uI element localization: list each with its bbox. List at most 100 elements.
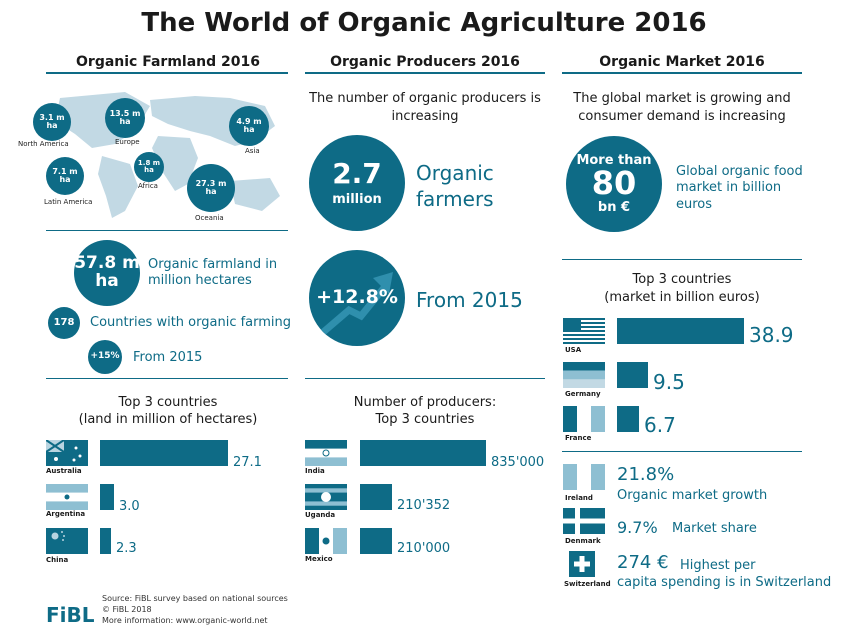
market-share-desc: Market share <box>672 521 757 536</box>
total-farmland-value: 57.8 m <box>74 253 140 274</box>
flag-denmark-icon <box>563 508 605 534</box>
country-label: Uganda <box>305 511 336 519</box>
capita-desc-2: capita spending is in Switzerland <box>617 575 832 590</box>
market-header-rule <box>562 72 802 74</box>
total-farmland-desc: Organic farmland in million hectares <box>148 257 278 289</box>
producers-desc: Organic farmers <box>416 161 494 211</box>
producers-growth-circle: +12.8% <box>309 250 405 346</box>
producers-growth-desc: From 2015 <box>416 288 523 312</box>
bar-value-label: 38.9 <box>749 323 794 347</box>
bar-germany <box>617 362 648 388</box>
land-chart-title-1: Top 3 countries <box>118 395 218 410</box>
producers-value: 2.7 <box>332 157 382 191</box>
market-desc: Global organic food market in billion eu… <box>676 164 803 212</box>
bar-india <box>360 440 486 466</box>
bar-value-label: 27.1 <box>233 455 262 470</box>
map-label-oceania: Oceania <box>195 214 224 222</box>
country-label: Argentina <box>46 510 86 518</box>
trend-up-arrow-icon <box>318 272 393 337</box>
farmland-header-rule <box>46 72 288 74</box>
bar-france <box>617 406 639 432</box>
bar-usa <box>617 318 744 344</box>
country-label: Switzerland <box>564 580 611 588</box>
map-value: 7.1 m <box>52 166 78 176</box>
farmland-growth-circle: +15% <box>88 340 122 374</box>
map-unit: ha <box>144 166 154 174</box>
country-label: Ireland <box>565 494 593 502</box>
producers-header: Organic Producers 2016 <box>330 54 520 70</box>
map-africa-circle: 1.8 m ha <box>134 152 164 182</box>
countries-desc: Countries with organic farming <box>90 315 292 330</box>
divider <box>562 259 802 260</box>
bar-china <box>100 528 111 554</box>
map-value: 4.9 m <box>236 116 262 126</box>
country-label: China <box>46 556 69 564</box>
producers-unit: million <box>332 191 382 207</box>
bar-mexico <box>360 528 392 554</box>
bar-value-label: 210'000 <box>397 541 451 556</box>
market-growth-desc: Organic market growth <box>617 488 768 503</box>
flag-mexico-icon <box>305 528 347 554</box>
footer-copyright: © FiBL 2018 <box>102 605 152 614</box>
market-value: 80 <box>591 164 637 203</box>
capita-value: 274 € <box>617 552 669 573</box>
farmland-growth-desc: From 2015 <box>133 350 203 365</box>
bar-value-label: 9.5 <box>653 370 685 394</box>
market-chart-title-2: (market in billion euros) <box>604 290 760 305</box>
map-latin-america-circle: 7.1 m ha <box>46 157 84 195</box>
countries-value: 178 <box>53 316 75 328</box>
divider <box>305 378 545 379</box>
producers-chart-title-1: Number of producers: <box>353 395 497 410</box>
map-unit: ha <box>119 117 131 126</box>
map-label-north-america: North America <box>18 140 69 148</box>
bar-uganda <box>360 484 392 510</box>
map-label-latin-america: Latin America <box>44 198 93 206</box>
land-chart-title-2: (land in million of hectares) <box>78 412 258 427</box>
producers-header-rule <box>305 72 545 74</box>
market-chart-title-1: Top 3 countries <box>632 272 732 287</box>
capita-desc-1: Highest per <box>680 558 756 573</box>
map-value: 3.1 m <box>39 112 65 122</box>
map-label-asia: Asia <box>245 147 260 155</box>
producers-intro: The number of organic producers is incre… <box>309 91 541 124</box>
producers-circle: 2.7 million <box>309 135 405 231</box>
divider <box>562 451 802 452</box>
market-unit: bn € <box>597 199 631 215</box>
map-asia-circle: 4.9 m ha <box>229 106 269 146</box>
country-label: USA <box>565 346 582 354</box>
flag-india-icon <box>305 440 347 466</box>
flag-germany-icon <box>563 362 605 388</box>
map-value: 27.3 m <box>195 178 227 188</box>
market-intro: The global market is growing and consume… <box>573 91 791 124</box>
bar-value-label: 6.7 <box>644 413 676 437</box>
market-prefix: More than <box>576 152 652 168</box>
map-unit: ha <box>205 187 217 196</box>
countries-circle: 178 <box>48 307 80 339</box>
map-oceania-circle: 27.3 m ha <box>187 164 235 212</box>
total-farmland-circle: 57.8 m ha <box>74 240 140 306</box>
map-unit: ha <box>243 125 255 134</box>
country-label: Mexico <box>305 555 333 563</box>
footer-more-info: More information: www.organic-world.net <box>102 616 268 625</box>
divider <box>46 378 288 379</box>
map-unit: ha <box>46 121 58 130</box>
country-label: Denmark <box>565 537 601 545</box>
producers-chart-title-2: Top 3 countries <box>375 412 475 427</box>
total-farmland-unit: ha <box>95 271 119 291</box>
market-circle: More than 80 bn € <box>566 136 662 232</box>
country-label: Australia <box>46 467 82 475</box>
bar-value-label: 835'000 <box>491 455 545 470</box>
footer-source: Source: FiBL survey based on national so… <box>102 594 288 603</box>
country-label: France <box>565 434 592 442</box>
flag-usa-icon <box>563 318 605 344</box>
map-europe-circle: 13.5 m ha <box>105 98 145 138</box>
producers-growth-value: +12.8% <box>316 286 398 309</box>
bar-argentina <box>100 484 114 510</box>
flag-argentina-icon <box>46 484 88 510</box>
flag-ireland-icon <box>563 464 605 490</box>
bar-value-label: 210'352 <box>397 498 451 513</box>
flag-switzerland-icon <box>569 551 595 577</box>
bar-value-label: 3.0 <box>119 499 140 514</box>
farmland-growth-value: +15% <box>90 351 120 362</box>
market-header: Organic Market 2016 <box>599 54 765 70</box>
